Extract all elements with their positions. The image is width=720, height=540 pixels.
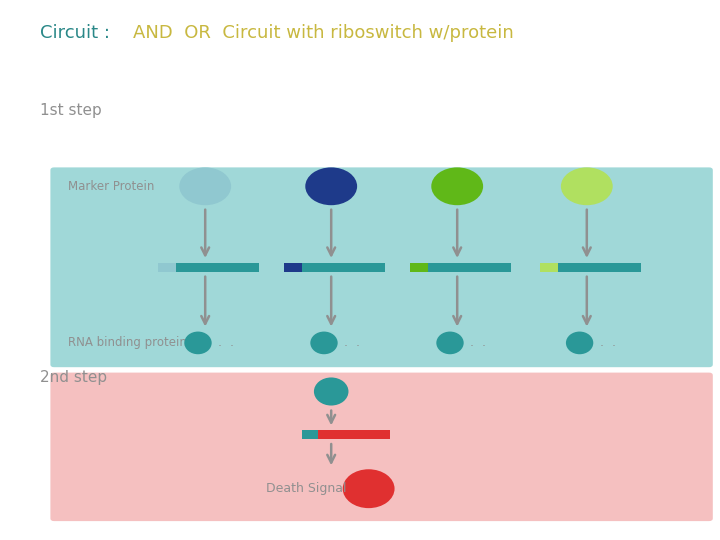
Text: Death Signal: Death Signal — [266, 482, 347, 495]
Bar — [318, 430, 390, 439]
Ellipse shape — [343, 469, 395, 508]
Ellipse shape — [561, 167, 613, 205]
Bar — [158, 263, 176, 272]
Text: RNA binding protein: RNA binding protein — [68, 336, 187, 349]
Text: 2nd step: 2nd step — [40, 370, 107, 385]
Bar — [302, 430, 318, 439]
Ellipse shape — [314, 377, 348, 406]
Bar — [302, 263, 385, 272]
Ellipse shape — [310, 332, 338, 354]
Bar — [428, 263, 511, 272]
Ellipse shape — [179, 167, 231, 205]
Text: Circuit :: Circuit : — [40, 24, 115, 42]
Text: Marker Protein: Marker Protein — [68, 180, 155, 193]
Text: .  .: . . — [470, 336, 486, 349]
FancyBboxPatch shape — [50, 373, 713, 521]
Ellipse shape — [436, 332, 464, 354]
Text: 1st step: 1st step — [40, 103, 102, 118]
FancyBboxPatch shape — [50, 167, 713, 367]
Text: .  .: . . — [344, 336, 360, 349]
Text: .  .: . . — [218, 336, 234, 349]
Bar — [410, 263, 428, 272]
Ellipse shape — [305, 167, 357, 205]
Ellipse shape — [431, 167, 483, 205]
Bar — [540, 263, 558, 272]
Bar — [176, 263, 259, 272]
Ellipse shape — [566, 332, 593, 354]
Bar — [558, 263, 641, 272]
Ellipse shape — [184, 332, 212, 354]
Bar — [284, 263, 302, 272]
Text: .  .: . . — [600, 336, 616, 349]
Text: AND  OR  Circuit with riboswitch w/protein: AND OR Circuit with riboswitch w/protein — [133, 24, 514, 42]
